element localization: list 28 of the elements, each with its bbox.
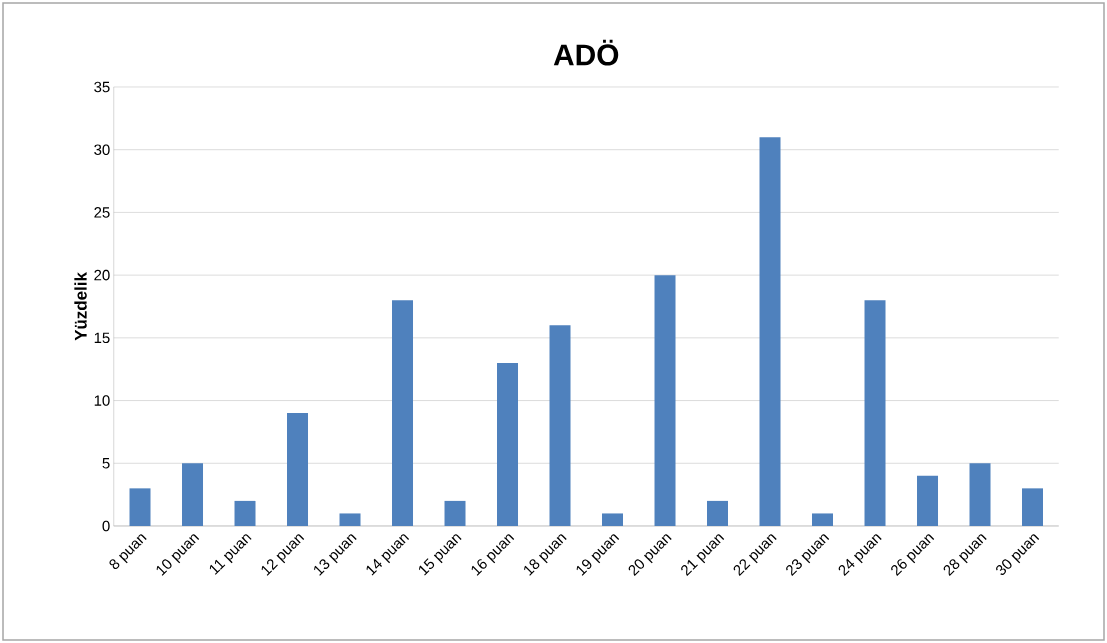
bar — [339, 513, 361, 526]
bar — [759, 137, 781, 526]
bar — [707, 500, 729, 526]
bar — [1022, 488, 1044, 526]
y-tick-label: 25 — [94, 207, 110, 218]
y-tick-label: 0 — [102, 520, 110, 532]
bar — [497, 362, 519, 526]
bar — [287, 413, 309, 526]
y-tick-label: 30 — [94, 144, 110, 155]
y-tick-label: 5 — [102, 458, 110, 469]
bar — [602, 513, 624, 526]
bar — [234, 500, 256, 526]
chart-title: ADÖ — [553, 39, 619, 66]
bar — [969, 463, 991, 526]
y-tick-label: 20 — [94, 269, 110, 281]
bar — [182, 463, 204, 526]
y-tick-label: 35 — [94, 81, 110, 93]
y-axis-title: Yüzdelik — [74, 272, 87, 341]
bar — [549, 325, 571, 526]
bar — [444, 500, 466, 526]
bar — [812, 513, 834, 526]
bar — [654, 275, 676, 526]
bar — [917, 475, 939, 526]
bar — [392, 300, 414, 526]
y-tick-label: 15 — [94, 332, 110, 344]
bar — [864, 300, 886, 526]
bar — [129, 488, 151, 526]
y-tick-label: 10 — [94, 395, 110, 406]
